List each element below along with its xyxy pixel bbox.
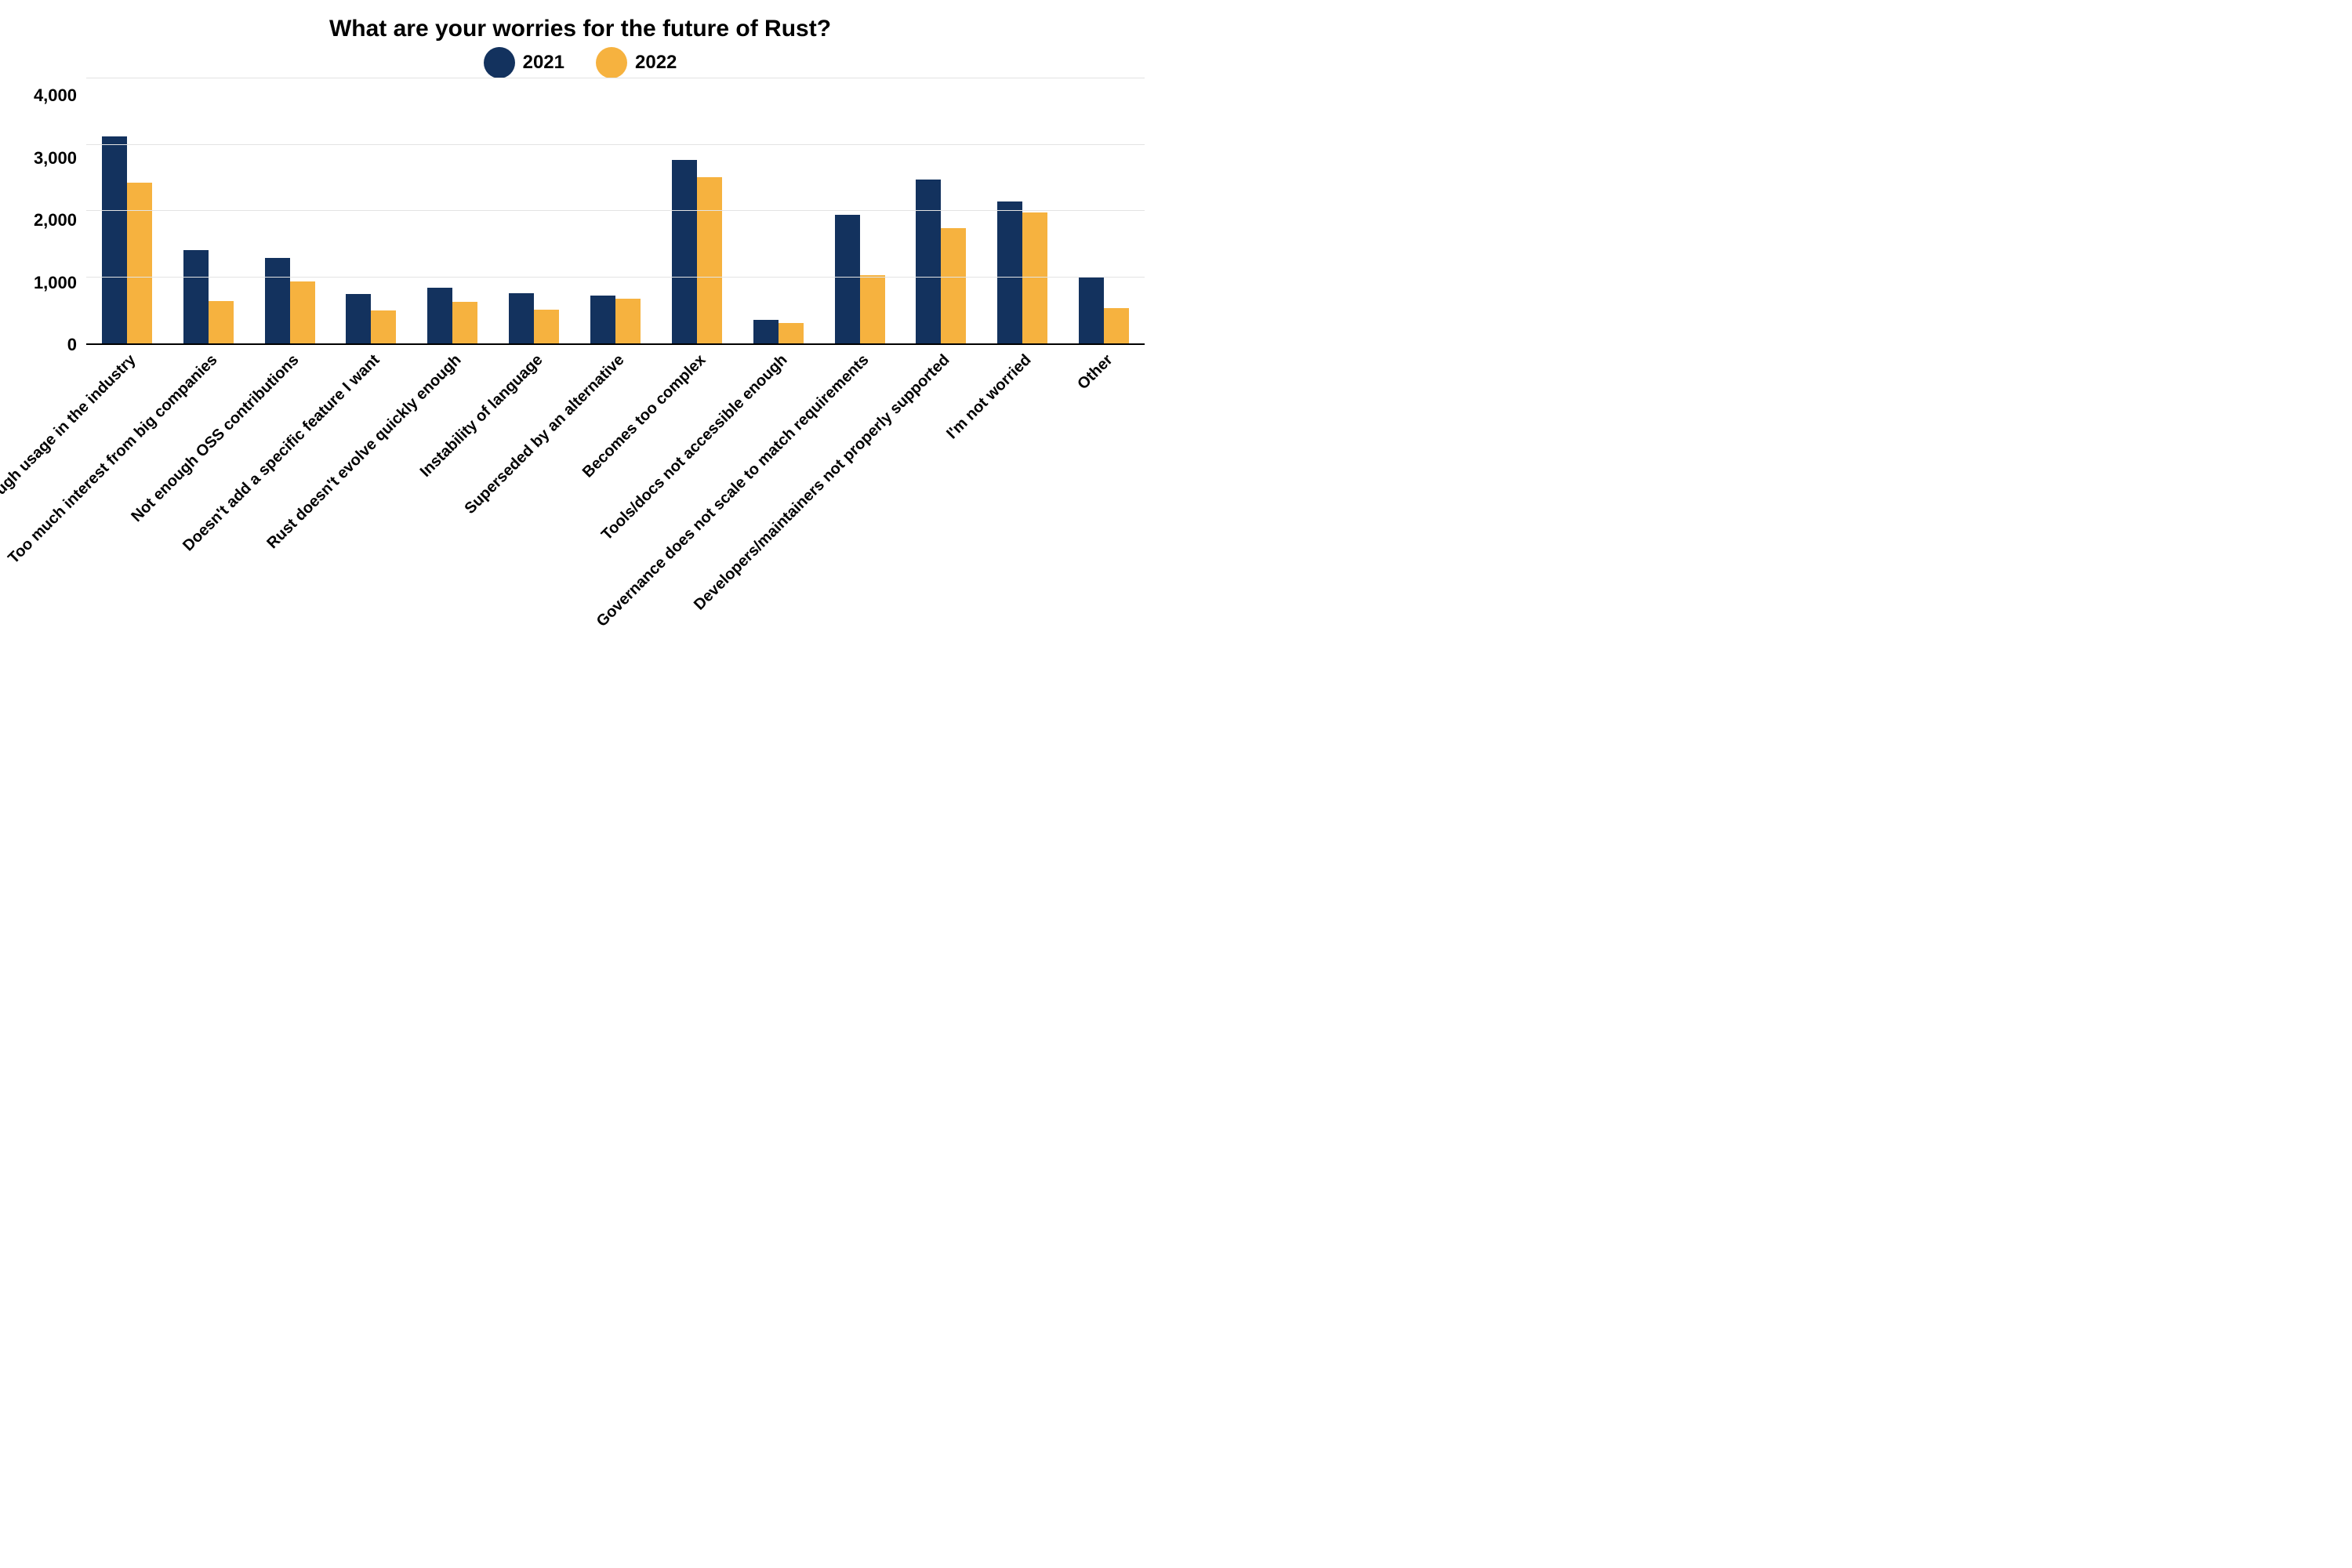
category-group bbox=[575, 78, 656, 343]
plot-row: 4,0003,0002,0001,0000 bbox=[16, 78, 1145, 345]
bar-2021 bbox=[590, 296, 615, 343]
category-group bbox=[819, 78, 901, 343]
bar-2022 bbox=[860, 275, 885, 343]
y-tick: 4,000 bbox=[34, 87, 77, 104]
x-axis-label: I'm not worried bbox=[943, 351, 1035, 443]
category-group bbox=[412, 78, 493, 343]
bar-2022 bbox=[290, 281, 315, 343]
category-group bbox=[656, 78, 738, 343]
x-axis-label: Governance does not scale to match requi… bbox=[593, 351, 873, 631]
legend-swatch-2022 bbox=[596, 47, 627, 78]
bar-2022 bbox=[452, 302, 477, 343]
bar-2022 bbox=[697, 177, 722, 343]
legend-item-2022: 2022 bbox=[596, 47, 677, 78]
bar-2021 bbox=[835, 215, 860, 343]
chart-legend: 2021 2022 bbox=[16, 47, 1145, 78]
category-group bbox=[331, 78, 412, 343]
legend-label-2021: 2021 bbox=[523, 52, 564, 74]
category-group bbox=[86, 78, 168, 343]
y-axis: 4,0003,0002,0001,0000 bbox=[16, 78, 86, 345]
bar-2021 bbox=[916, 180, 941, 343]
y-tick: 3,000 bbox=[34, 150, 77, 167]
gridline bbox=[86, 210, 1145, 211]
bar-2022 bbox=[1022, 212, 1047, 343]
bar-2021 bbox=[753, 320, 779, 343]
bar-2021 bbox=[265, 258, 290, 343]
bar-2021 bbox=[183, 250, 209, 343]
bar-2021 bbox=[102, 136, 127, 343]
chart-title: What are your worries for the future of … bbox=[16, 16, 1145, 42]
y-tick: 0 bbox=[67, 336, 77, 354]
bar-2021 bbox=[509, 293, 534, 343]
category-group bbox=[738, 78, 819, 343]
bar-2022 bbox=[941, 228, 966, 343]
bar-2022 bbox=[127, 183, 152, 343]
bar-2021 bbox=[346, 294, 371, 343]
gridline bbox=[86, 277, 1145, 278]
bar-2022 bbox=[371, 310, 396, 343]
category-group bbox=[982, 78, 1063, 343]
bar-2022 bbox=[209, 301, 234, 343]
legend-label-2022: 2022 bbox=[635, 52, 677, 74]
bar-2021 bbox=[672, 160, 697, 343]
legend-swatch-2021 bbox=[484, 47, 515, 78]
category-group bbox=[493, 78, 575, 343]
bar-2021 bbox=[1079, 278, 1104, 343]
bar-2021 bbox=[427, 288, 452, 343]
bar-2022 bbox=[534, 310, 559, 343]
category-group bbox=[900, 78, 982, 343]
y-tick: 1,000 bbox=[34, 274, 77, 292]
bar-2022 bbox=[615, 299, 641, 343]
category-group bbox=[168, 78, 249, 343]
x-axis-label: Superseded by an alternative bbox=[461, 351, 628, 518]
category-group bbox=[249, 78, 331, 343]
x-axis-label: Other bbox=[1074, 351, 1116, 394]
gridline bbox=[86, 144, 1145, 145]
bar-2021 bbox=[997, 201, 1022, 343]
category-group bbox=[1063, 78, 1145, 343]
bar-2022 bbox=[1104, 308, 1129, 343]
legend-item-2021: 2021 bbox=[484, 47, 564, 78]
chart-container: What are your worries for the future of … bbox=[16, 16, 1145, 706]
bars-container bbox=[86, 78, 1145, 343]
bar-2022 bbox=[779, 323, 804, 343]
x-axis-label: Not enough OSS contributions bbox=[128, 351, 303, 526]
plot-area bbox=[86, 78, 1145, 345]
y-tick: 2,000 bbox=[34, 212, 77, 229]
